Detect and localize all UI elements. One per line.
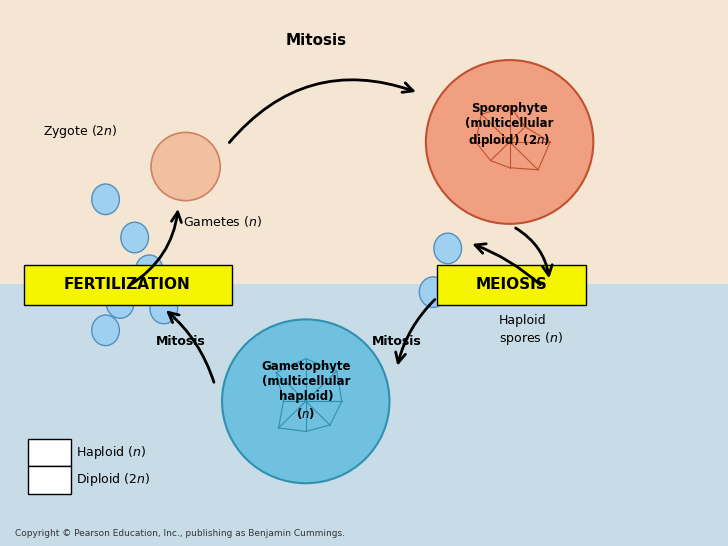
- Ellipse shape: [92, 315, 119, 346]
- FancyBboxPatch shape: [24, 265, 232, 305]
- Ellipse shape: [434, 233, 462, 264]
- Text: Sporophyte
(multicellular
diploid) (2$\mathit{n}$): Sporophyte (multicellular diploid) (2$\m…: [465, 102, 554, 149]
- Text: Haploid
spores ($\mathit{n}$): Haploid spores ($\mathit{n}$): [499, 314, 563, 347]
- Text: Mitosis: Mitosis: [372, 335, 422, 348]
- Ellipse shape: [463, 266, 491, 296]
- Text: MEIOSIS: MEIOSIS: [475, 277, 547, 292]
- Bar: [0, 284, 728, 546]
- Ellipse shape: [150, 293, 178, 324]
- FancyBboxPatch shape: [28, 439, 71, 466]
- Ellipse shape: [106, 288, 134, 318]
- Text: Gametophyte
(multicellular
haploid)
($\mathit{n}$): Gametophyte (multicellular haploid) ($\m…: [261, 360, 350, 420]
- Text: Zygote (2$\mathit{n}$): Zygote (2$\mathit{n}$): [43, 122, 117, 140]
- Ellipse shape: [426, 60, 593, 224]
- Ellipse shape: [222, 319, 389, 483]
- Ellipse shape: [121, 222, 149, 253]
- Text: Gametes ($\mathit{n}$): Gametes ($\mathit{n}$): [183, 213, 261, 229]
- FancyBboxPatch shape: [28, 466, 71, 494]
- Text: Mitosis: Mitosis: [156, 335, 205, 348]
- Bar: [0, 0, 728, 284]
- Ellipse shape: [151, 133, 221, 201]
- Text: Haploid ($\mathit{n}$): Haploid ($\mathit{n}$): [76, 444, 146, 461]
- Text: Copyright © Pearson Education, Inc., publishing as Benjamin Cummings.: Copyright © Pearson Education, Inc., pub…: [15, 530, 344, 538]
- Ellipse shape: [419, 277, 447, 307]
- Ellipse shape: [92, 184, 119, 215]
- Text: FERTILIZATION: FERTILIZATION: [64, 277, 191, 292]
- FancyBboxPatch shape: [437, 265, 586, 305]
- Ellipse shape: [135, 255, 163, 286]
- Text: Mitosis: Mitosis: [286, 33, 347, 49]
- Text: Diploid (2$\mathit{n}$): Diploid (2$\mathit{n}$): [76, 471, 151, 489]
